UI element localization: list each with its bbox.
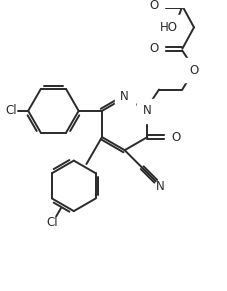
Text: O: O xyxy=(149,42,158,55)
Text: Cl: Cl xyxy=(47,217,58,229)
Text: N: N xyxy=(155,180,164,193)
Text: N: N xyxy=(142,104,151,117)
Text: Cl: Cl xyxy=(5,104,16,117)
Text: N: N xyxy=(120,90,128,103)
Text: O: O xyxy=(170,131,179,143)
Text: O: O xyxy=(189,64,198,77)
Text: HO: HO xyxy=(159,21,177,34)
Text: O: O xyxy=(149,0,158,13)
